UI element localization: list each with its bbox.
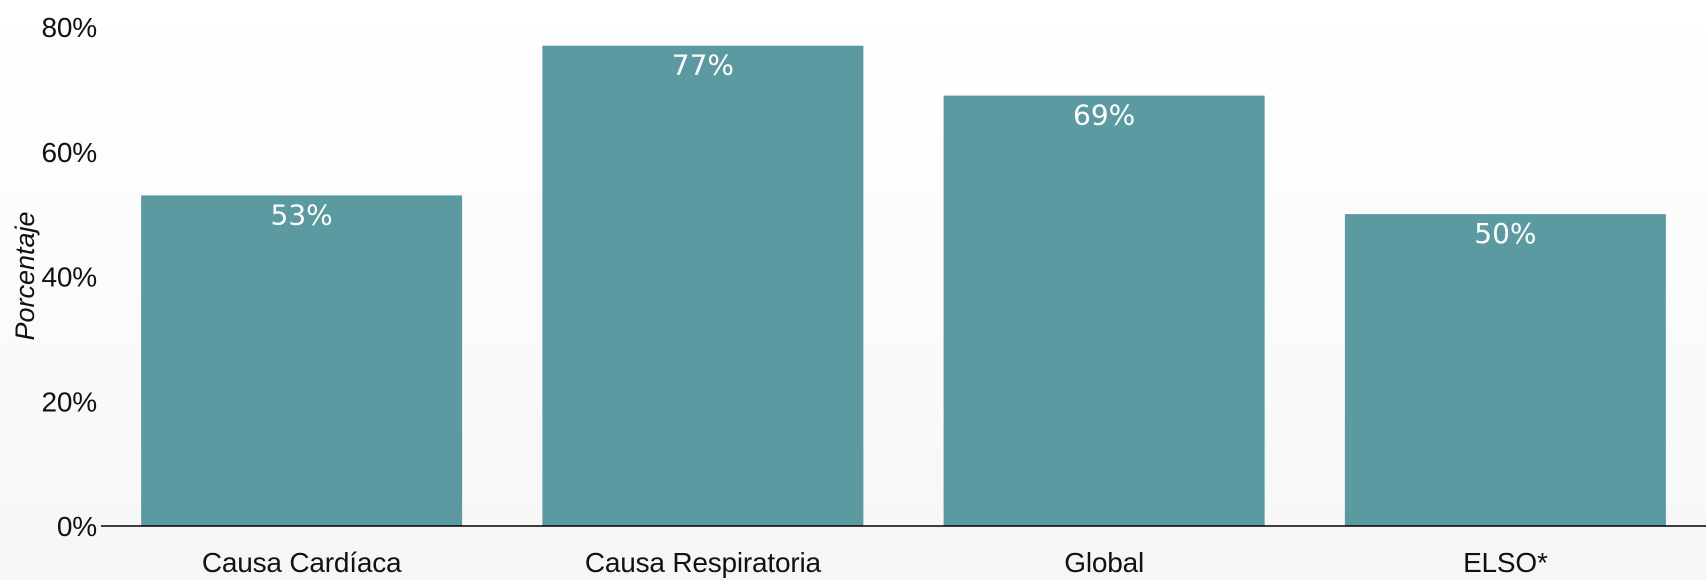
bar xyxy=(542,45,864,527)
x-tick-label: ELSO* xyxy=(1463,547,1548,578)
x-tick-label: Causa Respiratoria xyxy=(585,547,822,578)
x-tick-label: Causa Cardíaca xyxy=(202,547,402,578)
bar-value-label: 77% xyxy=(672,49,734,82)
x-axis-labels: Causa Cardíaca Causa Respiratoria Global EL… xyxy=(202,547,1548,578)
x-tick-label: Global xyxy=(1064,547,1144,578)
y-tick-label: 20% xyxy=(42,386,97,417)
bars-group: 53% 77% 69% 50% xyxy=(141,45,1666,527)
bar xyxy=(1344,214,1666,526)
y-axis-ticks: 0% 20% 40% 60% 80% xyxy=(42,12,98,542)
bar-value-label: 53% xyxy=(271,198,333,231)
y-tick-label: 60% xyxy=(42,137,97,168)
bar xyxy=(943,95,1265,527)
y-axis-label: Porcentaje xyxy=(10,211,40,340)
bar-value-label: 50% xyxy=(1474,217,1536,250)
bar xyxy=(141,195,463,526)
y-tick-label: 0% xyxy=(57,511,97,542)
bar-value-label: 69% xyxy=(1073,99,1135,132)
y-tick-label: 40% xyxy=(42,262,97,293)
y-tick-label: 80% xyxy=(42,12,97,43)
